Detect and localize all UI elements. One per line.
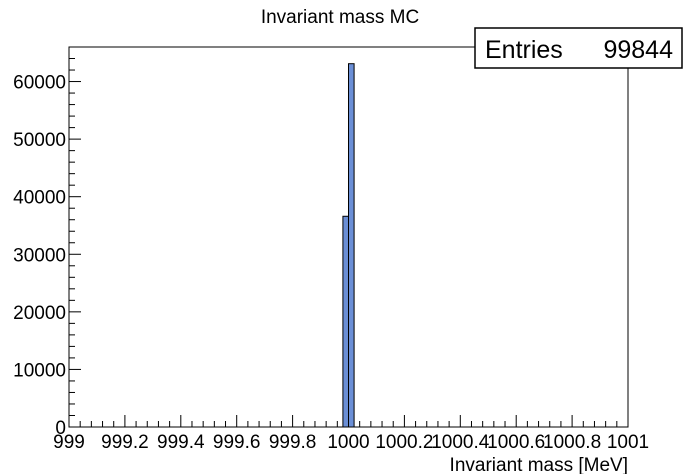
y-tick-label: 20000 [13, 303, 66, 324]
y-tick-label: 40000 [13, 188, 66, 209]
chart-title: Invariant mass MC [261, 7, 419, 28]
y-tick-label: 10000 [13, 360, 66, 381]
y-axis-tick-labels: 0 10000 20000 30000 40000 50000 60000 [13, 73, 66, 439]
stats-entries-value: 99844 [603, 36, 673, 64]
x-tick-label: 999.2 [101, 432, 149, 453]
x-tick-label: 1000.8 [543, 432, 601, 453]
x-tick-label: 999.6 [213, 432, 261, 453]
x-tick-label: 1000.2 [375, 432, 433, 453]
x-axis-label: Invariant mass [MeV] [450, 455, 628, 474]
x-tick-label: 1000.4 [431, 432, 490, 453]
x-axis-tick-labels: 999 999.2 999.4 999.6 999.8 1000 1000.21000.41… [53, 432, 649, 453]
y-axis-ticks [69, 46, 81, 428]
x-tick-label: 999.4 [157, 432, 205, 453]
x-tick-label: 999 [53, 432, 85, 453]
y-tick-label: 30000 [13, 245, 66, 266]
x-tick-label: 999.8 [269, 432, 317, 453]
x-axis-ticks [68, 415, 629, 427]
stats-entries-label: Entries [485, 36, 563, 64]
x-tick-label: 1000.6 [487, 432, 545, 453]
y-tick-label: 0 [55, 418, 66, 439]
x-tick-label: 1001 [607, 432, 649, 453]
x-tick-label: 1000 [327, 432, 369, 453]
histogram-bar-1 [348, 63, 355, 428]
stats-box: Entries 99844 [474, 27, 683, 69]
histogram-bars [342, 63, 355, 428]
y-tick-label: 50000 [13, 130, 66, 151]
histogram-bar-0 [342, 215, 350, 428]
stats-box-frame [474, 27, 683, 69]
y-tick-label: 60000 [13, 73, 66, 94]
